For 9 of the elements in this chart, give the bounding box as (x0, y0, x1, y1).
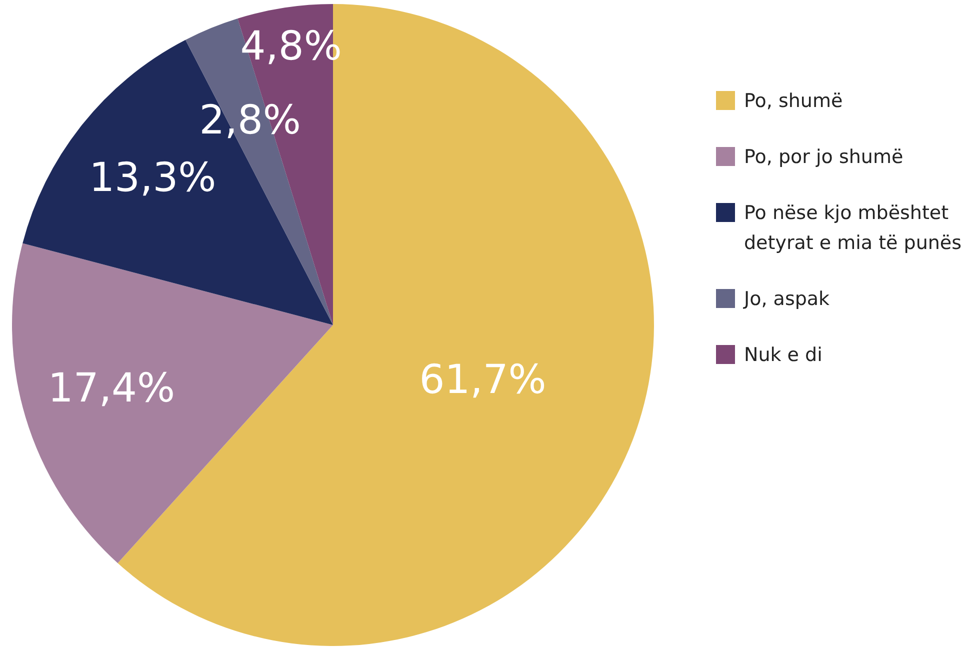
legend-label: Nuk e di (744, 343, 822, 368)
legend-label: Po nëse kjo mbështet detyrat e mia të punës (744, 201, 962, 256)
legend-label: Jo, aspak (744, 287, 830, 312)
data-label: 2,8% (199, 97, 301, 144)
data-label: 61,7% (419, 357, 546, 404)
data-label: 13,3% (89, 154, 216, 201)
legend-label: Po, por jo shumë (744, 145, 904, 170)
legend-label: Po, shumë (744, 89, 843, 114)
data-label: 17,4% (48, 365, 176, 412)
